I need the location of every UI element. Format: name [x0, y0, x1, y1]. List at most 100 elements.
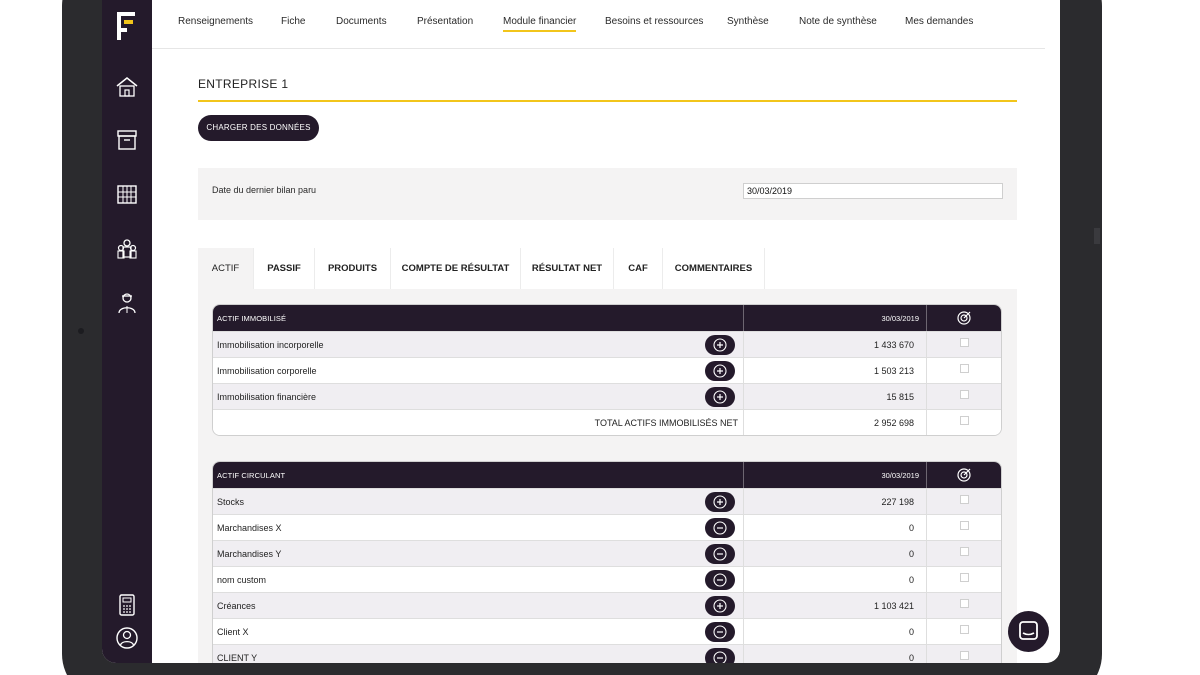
chat-button[interactable]	[1008, 611, 1049, 652]
nav-item-synthese[interactable]: Synthèse	[727, 16, 769, 27]
row-checkbox[interactable]	[960, 651, 969, 660]
row-checkbox[interactable]	[960, 364, 969, 373]
date-panel: Date du dernier bilan paru	[198, 168, 1017, 220]
table-date: 30/03/2019	[881, 314, 919, 323]
column-divider	[743, 567, 744, 592]
remove-row-button[interactable]	[705, 544, 735, 564]
remove-row-button[interactable]	[705, 648, 735, 663]
plus-circle-icon	[713, 338, 727, 352]
plus-circle-icon	[713, 599, 727, 613]
column-divider	[743, 515, 744, 540]
row-value: 1 103 421	[873, 601, 914, 611]
column-divider	[926, 410, 927, 435]
column-divider	[926, 384, 927, 409]
expand-row-button[interactable]	[705, 596, 735, 616]
last-balance-date-input[interactable]	[743, 183, 1003, 199]
row-checkbox[interactable]	[960, 416, 969, 425]
home-icon[interactable]	[114, 74, 140, 100]
column-divider	[743, 384, 744, 409]
user-circle-icon[interactable]	[114, 625, 140, 651]
expand-row-button[interactable]	[705, 387, 735, 407]
table-title: ACTIF CIRCULANT	[217, 471, 286, 480]
expand-row-button[interactable]	[705, 335, 735, 355]
main-content: Renseignements Fiche Documents Présentat…	[152, 0, 1060, 663]
tab-compte-de-resultat[interactable]: COMPTE DE RÉSULTAT	[391, 248, 521, 289]
row-label: Immobilisation corporelle	[217, 366, 317, 376]
row-checkbox[interactable]	[960, 573, 969, 582]
column-divider	[743, 358, 744, 383]
row-value: 1 503 213	[873, 366, 914, 376]
calculator-icon[interactable]	[114, 592, 140, 618]
column-divider	[926, 305, 927, 331]
nav-item-mes-demandes[interactable]: Mes demandes	[905, 16, 974, 27]
target-icon[interactable]	[956, 310, 972, 326]
row-checkbox[interactable]	[960, 599, 969, 608]
expand-row-button[interactable]	[705, 492, 735, 512]
column-divider	[926, 593, 927, 618]
minus-circle-icon	[713, 625, 727, 639]
tab-actif[interactable]: ACTIF	[198, 248, 254, 289]
row-label: Immobilisation incorporelle	[217, 340, 324, 350]
table-row: Immobilisation corporelle 1 503 213	[213, 357, 1001, 383]
minus-circle-icon	[713, 573, 727, 587]
column-divider	[926, 462, 927, 488]
row-checkbox[interactable]	[960, 495, 969, 504]
table-row: Immobilisation incorporelle 1 433 670	[213, 331, 1001, 357]
title-underline	[198, 100, 1017, 102]
column-divider	[743, 645, 744, 663]
row-checkbox[interactable]	[960, 521, 969, 530]
remove-row-button[interactable]	[705, 570, 735, 590]
row-checkbox[interactable]	[960, 547, 969, 556]
archive-box-icon[interactable]	[114, 127, 140, 153]
load-data-button[interactable]: CHARGER DES DONNÉES	[198, 115, 319, 141]
remove-row-button[interactable]	[705, 622, 735, 642]
column-divider	[743, 541, 744, 566]
table-total-row: TOTAL ACTIFS IMMOBILISÉS NET 2 952 698	[213, 409, 1001, 435]
remove-row-button[interactable]	[705, 518, 735, 538]
nav-item-presentation[interactable]: Présentation	[417, 16, 474, 27]
nav-item-documents[interactable]: Documents	[336, 16, 387, 27]
nav-item-module-financier[interactable]: Module financier	[503, 16, 577, 32]
column-divider	[926, 567, 927, 592]
column-divider	[743, 462, 744, 488]
row-checkbox[interactable]	[960, 625, 969, 634]
row-value: 1 433 670	[873, 340, 914, 350]
column-divider	[926, 515, 927, 540]
row-label: Créances	[217, 601, 256, 611]
tab-caf[interactable]: CAF	[614, 248, 663, 289]
expand-row-button[interactable]	[705, 361, 735, 381]
nav-item-note-de-synthese[interactable]: Note de synthèse	[799, 16, 877, 27]
column-divider	[743, 619, 744, 644]
nav-item-besoins-et-ressources[interactable]: Besoins et ressources	[605, 16, 704, 27]
plus-circle-icon	[713, 364, 727, 378]
table-date: 30/03/2019	[881, 471, 919, 480]
table-row: Client X 0	[213, 618, 1001, 644]
column-divider	[926, 489, 927, 514]
table-row: CLIENT Y 0	[213, 644, 1001, 663]
nav-item-fiche[interactable]: Fiche	[281, 16, 306, 27]
row-checkbox[interactable]	[960, 338, 969, 347]
row-value: 0	[908, 627, 914, 637]
building-icon[interactable]	[114, 181, 140, 207]
tab-passif[interactable]: PASSIF	[254, 248, 315, 289]
app-logo[interactable]	[115, 10, 139, 42]
tab-resultat-net[interactable]: RÉSULTAT NET	[521, 248, 614, 289]
column-divider	[743, 489, 744, 514]
row-value: 0	[908, 549, 914, 559]
table-actif-immobilise: ACTIF IMMOBILISÉ 30/03/2019 Immobilisati…	[212, 304, 1002, 436]
tab-produits[interactable]: PRODUITS	[315, 248, 391, 289]
group-icon[interactable]	[114, 236, 140, 262]
column-divider	[926, 541, 927, 566]
target-icon[interactable]	[956, 467, 972, 483]
nav-item-renseignements[interactable]: Renseignements	[178, 16, 254, 27]
column-divider	[743, 305, 744, 331]
row-value: 0	[908, 523, 914, 533]
row-label: Stocks	[217, 497, 245, 507]
row-checkbox[interactable]	[960, 390, 969, 399]
total-label: TOTAL ACTIFS IMMOBILISÉS NET	[594, 418, 738, 428]
row-value: 227 198	[881, 497, 914, 507]
tab-commentaires[interactable]: COMMENTAIRES	[663, 248, 765, 289]
plus-circle-icon	[713, 390, 727, 404]
table-title: ACTIF IMMOBILISÉ	[217, 314, 287, 323]
person-icon[interactable]	[114, 290, 140, 316]
